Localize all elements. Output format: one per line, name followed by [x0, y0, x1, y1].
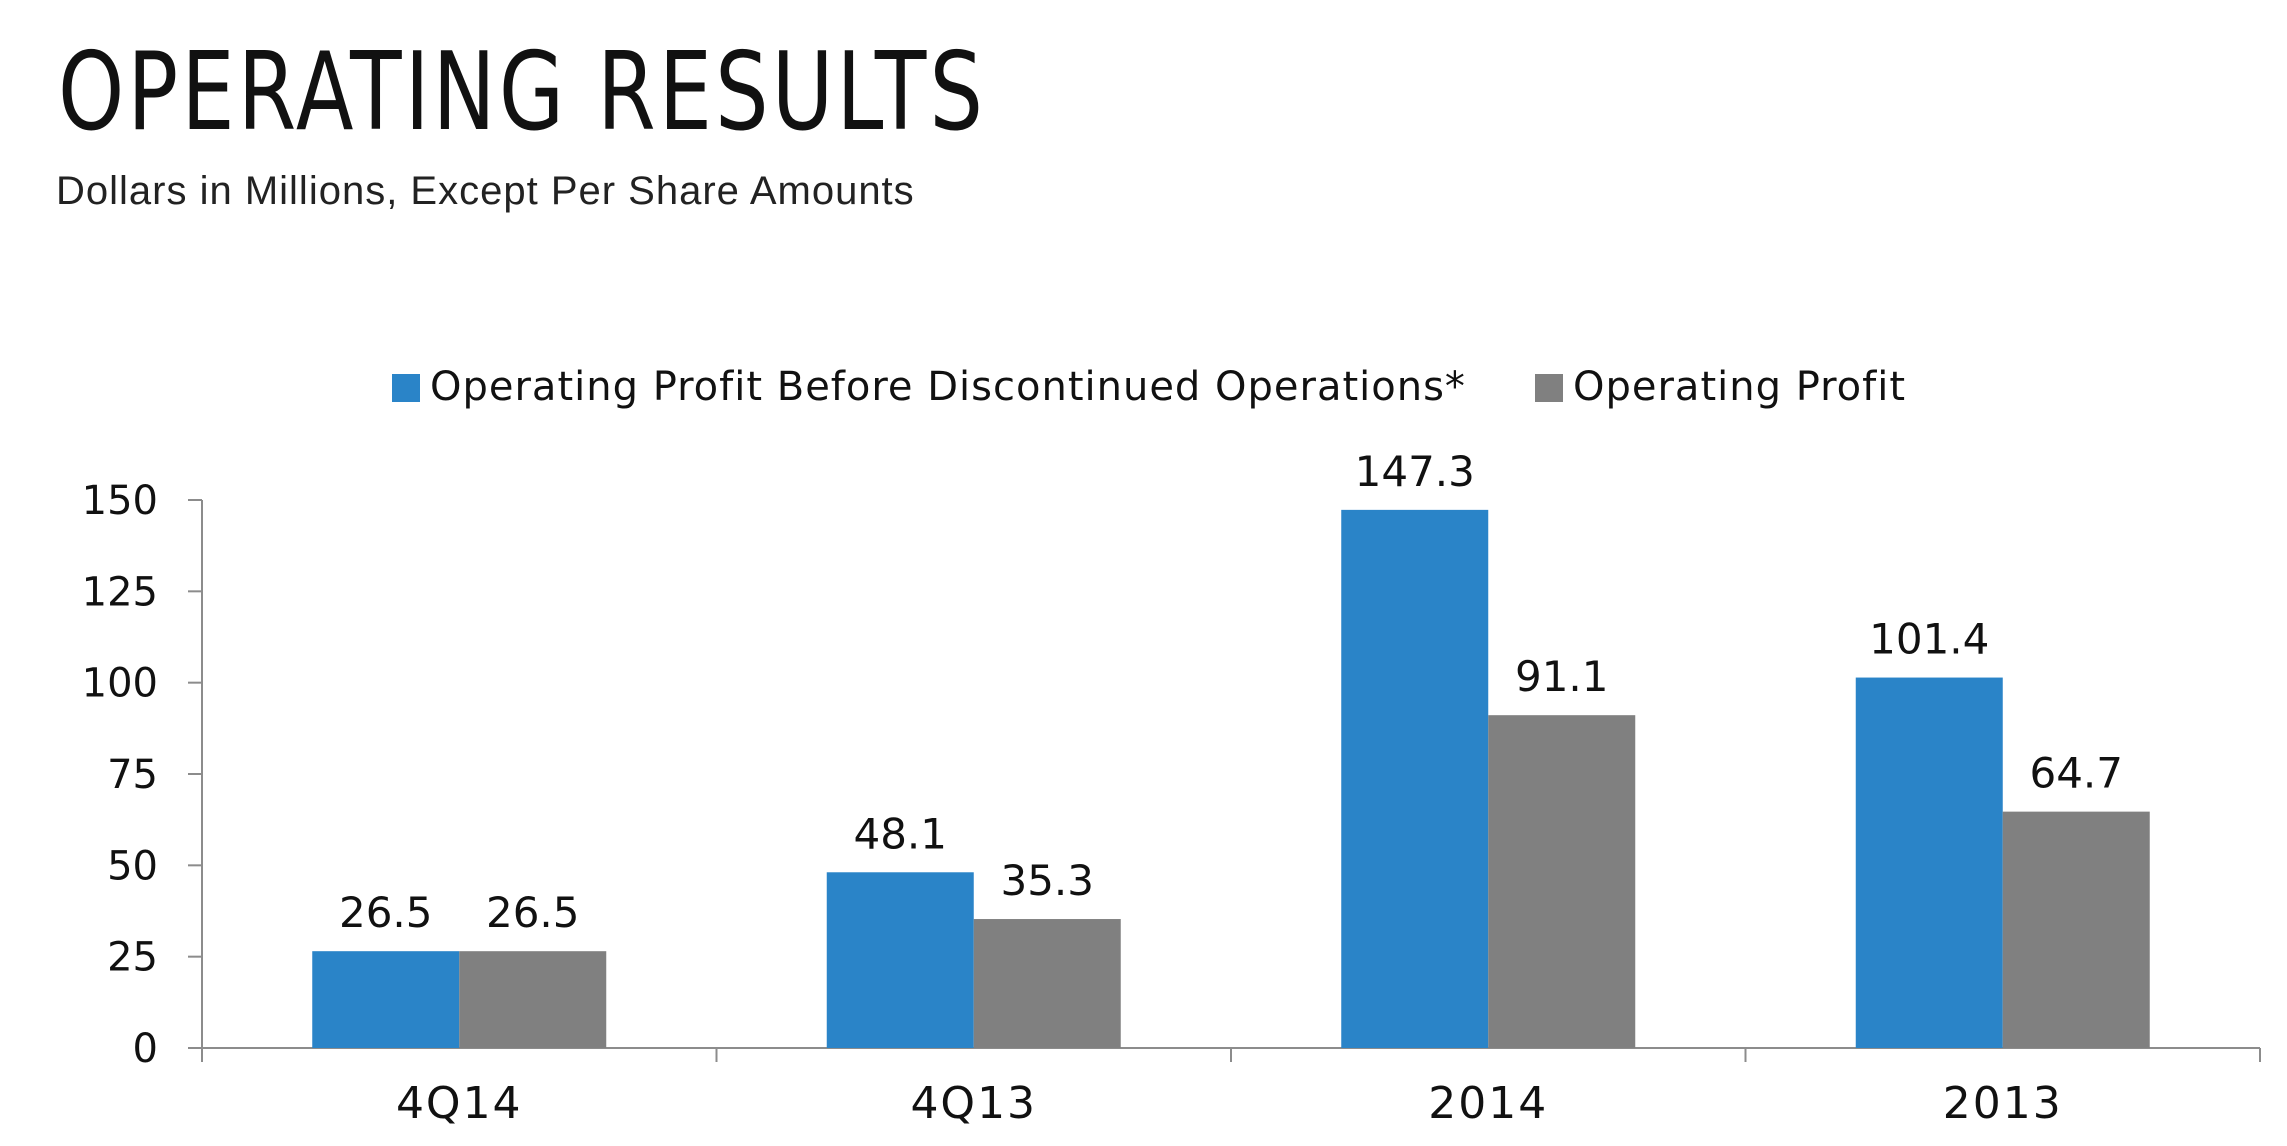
- data-label: 26.5: [339, 888, 433, 937]
- page-subtitle: Dollars in Millions, Except Per Share Am…: [56, 169, 915, 213]
- y-axis: 0 25 50 75 100 125 150: [82, 478, 203, 1072]
- data-label: 101.4: [1869, 615, 1989, 664]
- chart-legend: Operating Profit Before Discontinued Ope…: [392, 364, 1906, 410]
- x-axis: 4Q14 4Q13 2014 2013: [201, 1047, 2261, 1129]
- bar-before-discontinued: [1341, 509, 1489, 1048]
- bar-before-discontinued: [826, 872, 974, 1048]
- y-tick-label: 0: [133, 1026, 158, 1072]
- bar-before-discontinued: [312, 951, 460, 1048]
- data-label: 35.3: [1000, 856, 1094, 905]
- bar-series: [312, 509, 2150, 1048]
- y-tick-label: 100: [82, 661, 158, 707]
- y-tick-label: 25: [107, 935, 158, 981]
- data-label: 64.7: [2029, 749, 2123, 798]
- y-tick-label: 150: [82, 478, 158, 524]
- x-tick-label: 2013: [1943, 1078, 2063, 1129]
- bar-operating-profit: [973, 919, 1121, 1048]
- bar-operating-profit: [459, 951, 607, 1048]
- data-label: 26.5: [486, 888, 580, 937]
- x-tick-label: 4Q14: [396, 1078, 523, 1129]
- legend-label: Operating Profit Before Discontinued Ope…: [430, 364, 1466, 410]
- data-label: 147.3: [1355, 447, 1475, 496]
- data-label: 91.1: [1515, 652, 1609, 701]
- y-tick-label: 75: [107, 752, 158, 798]
- data-label: 48.1: [853, 809, 947, 858]
- bar-before-discontinued: [1855, 677, 2003, 1048]
- page-title: OPERATING RESULTS: [58, 30, 987, 155]
- legend-swatch: [1535, 374, 1563, 402]
- x-tick-label: 2014: [1428, 1078, 1548, 1129]
- data-labels: 26.5 48.1 147.3 101.4 26.5 35.3 91.1 64.7: [339, 447, 2123, 937]
- y-tick-label: 125: [82, 569, 158, 615]
- legend-label: Operating Profit: [1573, 364, 1906, 410]
- legend-swatch: [392, 374, 420, 402]
- bar-operating-profit: [2002, 811, 2150, 1048]
- y-tick-label: 50: [107, 843, 158, 889]
- x-tick-label: 4Q13: [910, 1078, 1037, 1129]
- bar-operating-profit: [1488, 715, 1636, 1048]
